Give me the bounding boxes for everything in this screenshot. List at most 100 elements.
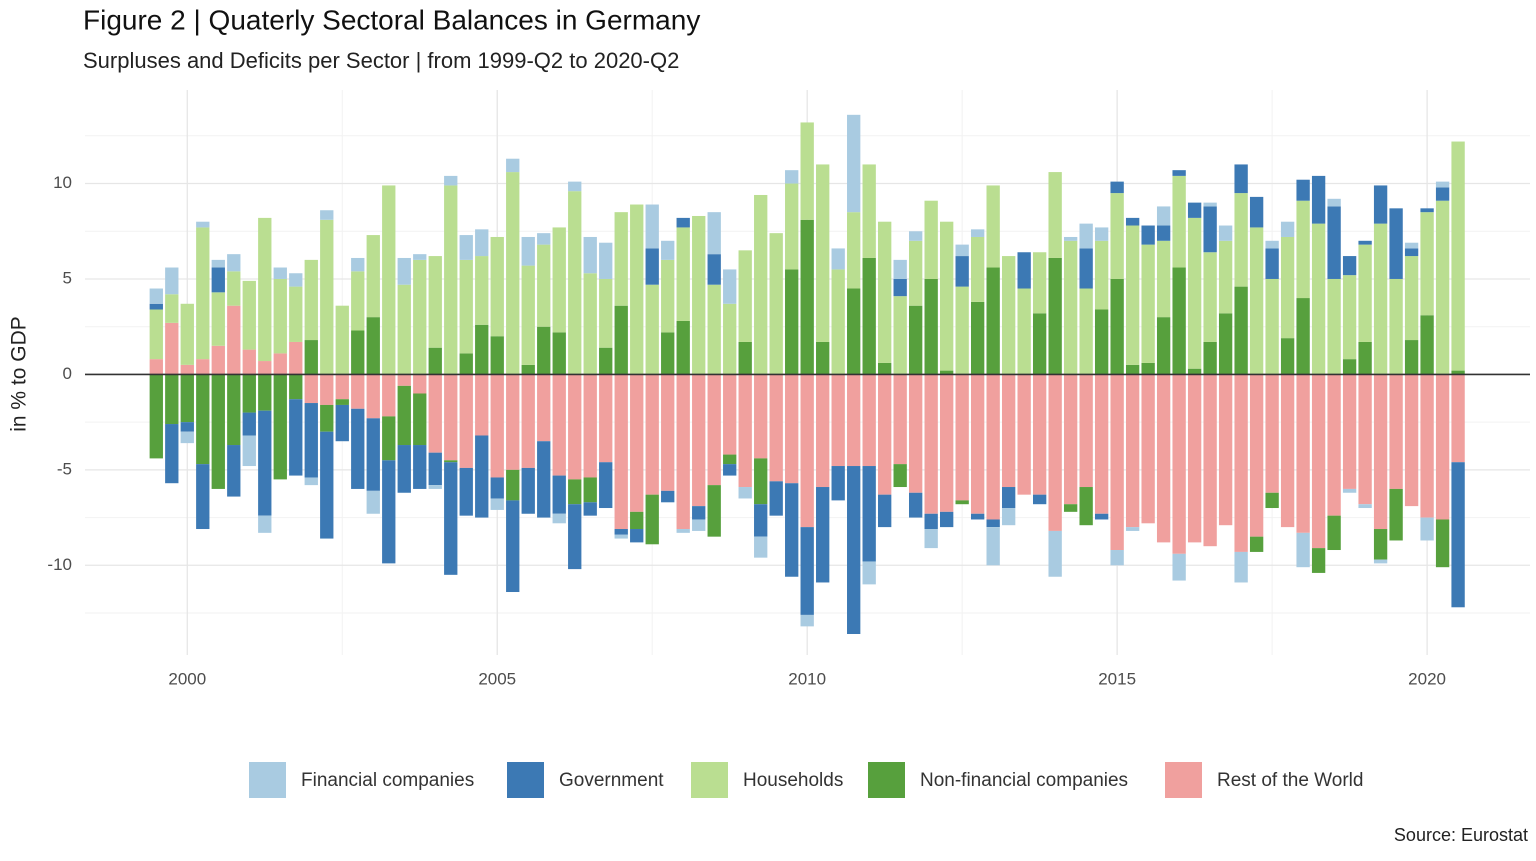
bar-segment — [1404, 248, 1419, 257]
bar-segment — [351, 271, 365, 331]
bar-segment — [459, 374, 473, 468]
bar-segment — [242, 349, 256, 375]
bar-segment — [800, 122, 814, 220]
legend-label: Households — [743, 770, 843, 791]
bar-segment — [382, 185, 396, 375]
bar-segment — [738, 250, 752, 342]
bar-segment — [149, 359, 163, 375]
bar-segment — [1172, 170, 1186, 176]
bar-segment — [661, 332, 675, 375]
y-tick-label: -5 — [57, 459, 72, 478]
bar-segment — [676, 217, 690, 228]
bar-segment — [1296, 298, 1310, 375]
bar-segment — [227, 271, 241, 306]
bar-segment — [1032, 252, 1047, 314]
bar-segment — [1203, 252, 1217, 342]
bar-segment — [1358, 374, 1372, 505]
bar-segment — [537, 233, 551, 245]
bar-segment — [971, 301, 985, 375]
bar-segment — [444, 460, 458, 463]
bar-segment — [304, 403, 318, 478]
bar-segment — [258, 410, 272, 516]
bar-segment — [1373, 374, 1388, 530]
bar-segment — [1048, 172, 1062, 258]
bar-segment — [1265, 374, 1279, 493]
bar-segment — [878, 362, 892, 375]
bar-segment — [459, 353, 473, 375]
bar-segment — [847, 466, 861, 635]
legend-swatch — [1165, 762, 1202, 798]
bar-segment — [1311, 548, 1326, 573]
bar-segment — [599, 462, 613, 509]
bar-segment — [1079, 487, 1093, 526]
bar-segment — [289, 374, 303, 400]
legend-label: Rest of the World — [1217, 770, 1363, 791]
bar-segment — [366, 317, 380, 375]
bar-segment — [645, 204, 659, 249]
bar-segment — [893, 296, 907, 375]
legend: Financial companies Government Households N… — [249, 762, 1363, 798]
bar-segment — [661, 259, 675, 333]
bar-segment — [428, 452, 442, 486]
bar-segment — [537, 244, 551, 327]
bar-segment — [273, 374, 287, 480]
bar-segment — [1435, 187, 1450, 201]
bar-segment — [521, 467, 535, 514]
bar-segment — [1234, 374, 1248, 552]
bar-segment — [986, 267, 1000, 375]
bar-segment — [1094, 240, 1109, 310]
bar-segment — [1327, 198, 1341, 207]
bar-segment — [723, 374, 737, 455]
bar-segment — [180, 303, 194, 365]
bar-segment — [676, 529, 690, 533]
bar-segment — [1327, 278, 1341, 375]
bar-segment — [738, 341, 752, 375]
bar-segment — [583, 477, 597, 503]
bar-segment — [599, 347, 613, 375]
bar-segment — [1420, 517, 1434, 541]
bar-segment — [1265, 492, 1279, 509]
bar-segment — [1141, 362, 1155, 375]
bar-segment — [475, 435, 489, 518]
bar-segment — [1125, 225, 1140, 365]
bar-segment — [940, 221, 954, 371]
bar-segment — [723, 454, 737, 465]
bar-segment — [490, 336, 504, 375]
bar-segment — [955, 374, 969, 501]
bar-segment — [1125, 217, 1140, 226]
bar-segment — [1094, 309, 1109, 375]
bar-segment — [1017, 252, 1031, 289]
bar-segment — [707, 284, 721, 375]
bar-segment — [583, 273, 597, 375]
bar-segment — [1249, 227, 1264, 375]
bar-segment — [630, 374, 644, 512]
bar-segment — [1358, 341, 1372, 375]
bar-segment — [568, 479, 582, 505]
bar-segment — [1435, 181, 1450, 188]
chart-title: Figure 2 | Quaterly Sectoral Balances in… — [83, 4, 700, 35]
bar-segment — [165, 294, 179, 323]
bar-segment — [475, 229, 489, 257]
bar-segment — [1280, 221, 1295, 237]
bar-segment — [490, 236, 504, 337]
bar-segment — [227, 254, 241, 272]
bar-segment — [242, 374, 256, 413]
bar-segment — [459, 467, 473, 516]
bar-segment — [1265, 248, 1279, 279]
bar-segment — [723, 303, 737, 375]
bar-segment — [320, 210, 334, 220]
bar-segment — [754, 504, 768, 537]
bar-segment — [227, 374, 241, 446]
bar-segment — [707, 374, 721, 486]
bar-segment — [614, 305, 628, 375]
bar-segment — [1218, 240, 1233, 314]
bar-segment — [878, 494, 892, 528]
bar-segment — [785, 269, 799, 375]
chart-subtitle: Surpluses and Deficits per Sector | from… — [83, 48, 679, 73]
bar-segment — [196, 359, 210, 375]
bar-segment — [521, 236, 535, 266]
bar-segment — [289, 399, 303, 476]
bar-segment — [242, 280, 256, 350]
bar-segment — [661, 490, 675, 503]
